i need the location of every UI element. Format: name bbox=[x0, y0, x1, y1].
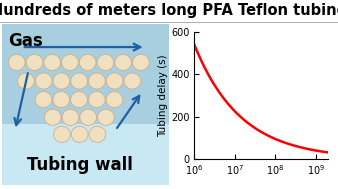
Circle shape bbox=[62, 54, 78, 70]
Circle shape bbox=[106, 91, 123, 108]
Circle shape bbox=[53, 73, 70, 89]
Bar bbox=[2, 124, 169, 185]
Circle shape bbox=[80, 109, 97, 125]
Circle shape bbox=[98, 109, 114, 125]
Circle shape bbox=[132, 54, 149, 70]
Circle shape bbox=[97, 54, 114, 70]
Circle shape bbox=[71, 91, 87, 108]
Text: Hundreds of meters long PFA Teflon tubing: Hundreds of meters long PFA Teflon tubin… bbox=[0, 3, 338, 18]
Circle shape bbox=[89, 126, 106, 142]
Bar bbox=[2, 24, 169, 124]
Circle shape bbox=[53, 91, 70, 108]
Circle shape bbox=[53, 126, 70, 142]
Y-axis label: Tubing delay (s): Tubing delay (s) bbox=[158, 54, 168, 137]
Circle shape bbox=[115, 54, 131, 70]
Circle shape bbox=[71, 73, 88, 89]
Circle shape bbox=[62, 109, 79, 125]
Circle shape bbox=[71, 126, 88, 142]
Text: Tubing wall: Tubing wall bbox=[27, 156, 132, 174]
Circle shape bbox=[79, 54, 96, 70]
Circle shape bbox=[124, 73, 141, 89]
Circle shape bbox=[8, 54, 25, 70]
Circle shape bbox=[44, 109, 61, 125]
Circle shape bbox=[35, 91, 52, 108]
Circle shape bbox=[35, 73, 52, 89]
Circle shape bbox=[18, 73, 34, 89]
Circle shape bbox=[89, 73, 105, 89]
Circle shape bbox=[106, 73, 123, 89]
Text: Gas: Gas bbox=[8, 32, 43, 50]
Circle shape bbox=[88, 91, 105, 108]
Circle shape bbox=[44, 54, 61, 70]
Circle shape bbox=[26, 54, 43, 70]
